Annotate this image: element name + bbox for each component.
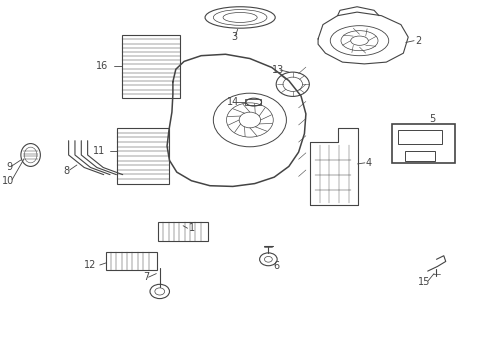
Bar bbox=[245, 99, 261, 105]
Text: 9: 9 bbox=[6, 162, 12, 172]
Text: 4: 4 bbox=[366, 158, 372, 168]
Text: 16: 16 bbox=[97, 62, 109, 71]
Text: 5: 5 bbox=[429, 113, 436, 123]
Text: 10: 10 bbox=[2, 176, 15, 186]
Bar bbox=[117, 128, 170, 184]
Text: 1: 1 bbox=[189, 223, 195, 233]
Text: 13: 13 bbox=[272, 65, 284, 75]
Bar bbox=[122, 35, 180, 98]
Bar bbox=[158, 222, 208, 241]
Text: 6: 6 bbox=[273, 261, 279, 271]
Text: 11: 11 bbox=[93, 146, 105, 156]
Bar bbox=[398, 130, 442, 144]
Text: 14: 14 bbox=[226, 97, 239, 107]
Text: 15: 15 bbox=[418, 277, 430, 287]
Text: 8: 8 bbox=[64, 166, 70, 176]
Text: 7: 7 bbox=[144, 272, 150, 282]
Text: 3: 3 bbox=[231, 32, 238, 42]
Bar bbox=[392, 123, 456, 163]
Text: 12: 12 bbox=[84, 260, 97, 270]
Bar bbox=[405, 151, 435, 161]
Bar bbox=[106, 252, 157, 270]
Text: 2: 2 bbox=[416, 36, 422, 46]
